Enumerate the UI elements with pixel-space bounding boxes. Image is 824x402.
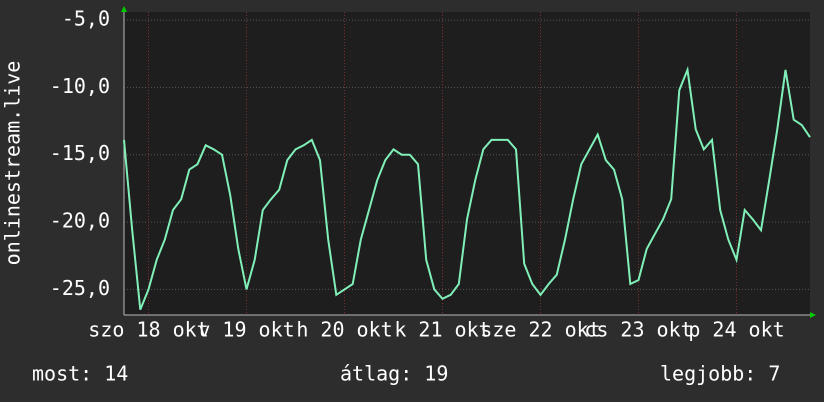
y-tick-label: -20,0 — [50, 209, 110, 233]
axis-arrow — [810, 312, 816, 318]
plot-area — [124, 12, 810, 315]
data-line — [123, 66, 811, 310]
x-tick-label: v 19 okt — [198, 318, 294, 342]
x-tick-label: h 20 okt — [296, 318, 392, 342]
y-tick-label: -10,0 — [50, 74, 110, 98]
summary-text: most: 14 — [32, 362, 128, 386]
axis-arrow — [121, 6, 127, 12]
y-tick-label: -15,0 — [50, 141, 110, 165]
y-axis-label: onlinestream.live — [1, 61, 25, 266]
summary-text: legjobb: 7 — [660, 362, 780, 386]
y-tick-label: -25,0 — [50, 276, 110, 300]
x-tick-label: cs 23 okt — [584, 318, 692, 342]
x-tick-label: szo 18 okt — [88, 318, 208, 342]
summary-text: átlag: 19 — [340, 362, 448, 386]
x-tick-label: sze 22 okt — [480, 318, 600, 342]
y-tick-label: -5,0 — [62, 7, 110, 31]
x-tick-label: p 24 okt — [688, 318, 784, 342]
x-tick-label: k 21 okt — [394, 318, 490, 342]
